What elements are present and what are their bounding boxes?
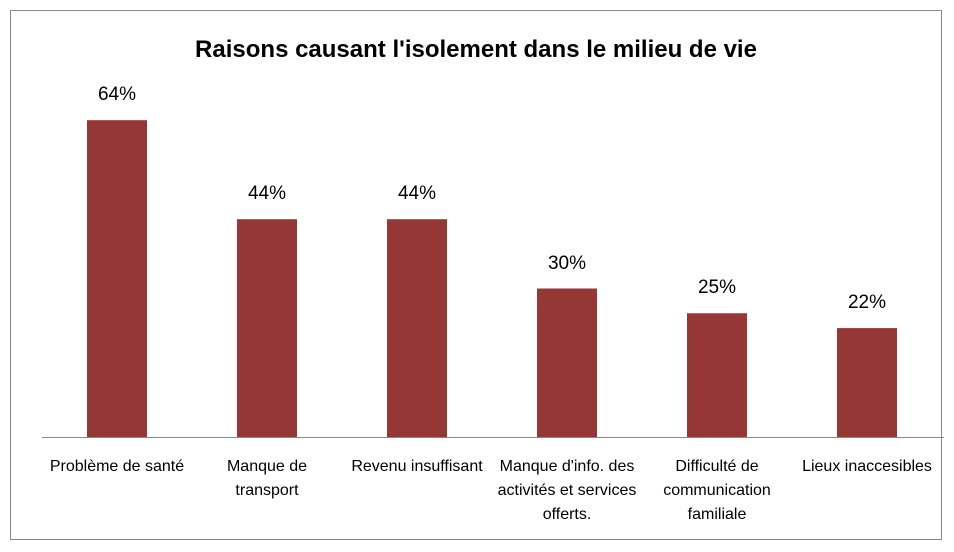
x-tick-label: Lieux inaccesibles (802, 458, 932, 475)
bar (237, 219, 297, 437)
x-tick-label: Difficulté de communication familiale (663, 458, 771, 523)
data-label: 30% (547, 252, 587, 274)
data-label: 64% (97, 84, 137, 106)
data-label: 25% (697, 277, 737, 299)
data-label: 44% (247, 183, 287, 205)
chart-title: Raisons causant l'isolement dans le mili… (195, 36, 757, 63)
bar (837, 328, 897, 437)
bar (87, 120, 147, 437)
x-tick-label: Manque d'info. des activités et services… (497, 458, 637, 523)
x-tick-label: Problème de santé (49, 458, 185, 475)
chart-frame (10, 10, 942, 540)
bar (387, 219, 447, 437)
bar (687, 313, 747, 437)
data-label: 22% (847, 292, 887, 314)
x-tick-label: Revenu insuffisant (351, 458, 483, 475)
x-tick-label: Manque de transport (226, 458, 308, 499)
data-label: 44% (397, 183, 437, 205)
bar (537, 288, 597, 437)
